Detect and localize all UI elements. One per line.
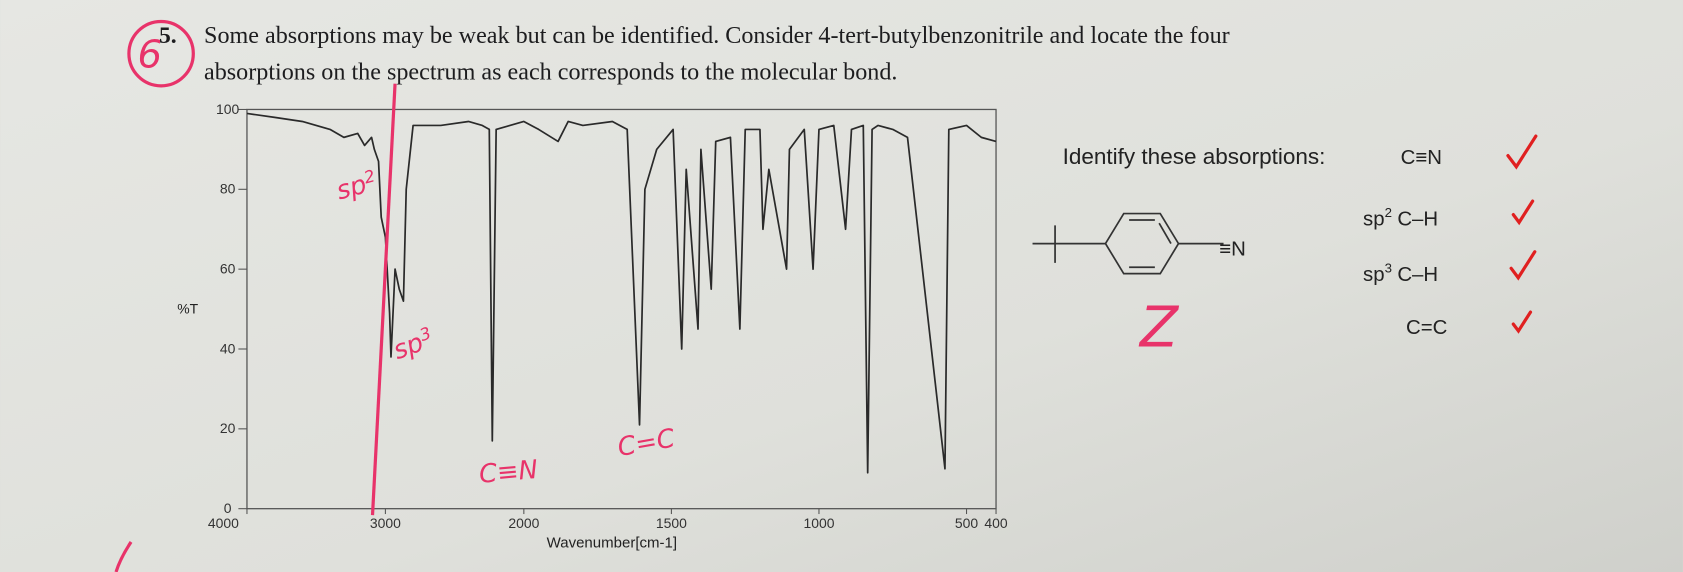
nitrile-label: ≡N <box>1219 238 1246 260</box>
x-tick-label: 500 <box>955 515 979 531</box>
hand-item-number: 6 <box>138 33 163 78</box>
x-tick-label: 4000 <box>208 515 239 531</box>
hand-line <box>370 83 397 516</box>
y-axis-label: %T <box>177 300 198 316</box>
absorption-item-label: C=C <box>1406 317 1447 339</box>
absorption-item: C=C <box>1406 317 1447 339</box>
plot-frame <box>246 108 997 510</box>
y-tick-label: 0 <box>224 500 232 516</box>
molecule <box>1032 212 1224 275</box>
absorption-item-label: C–H <box>1397 208 1438 230</box>
absorption-item: C≡N <box>1401 147 1442 169</box>
y-tick-label: 40 <box>220 340 236 356</box>
x-tick-label: 1500 <box>656 515 687 531</box>
x-tick-label: 2000 <box>508 515 539 531</box>
y-tick-label: 20 <box>220 420 236 436</box>
ir-spectrum: %T Wavenumber[cm-1] 0 20 40 60 80 100 4000 3000… <box>177 101 1008 552</box>
absorption-item: sp2 C–H <box>1363 205 1438 231</box>
absorption-item-base: sp <box>1363 208 1385 230</box>
x-tick-label: 3000 <box>370 515 401 531</box>
hand-note-label: C≡N <box>478 455 539 490</box>
x-axis-label: Wavenumber[cm-1] <box>547 534 677 551</box>
hand-stroke <box>114 541 133 572</box>
check-mark <box>1509 250 1537 281</box>
x-tick-label: 400 <box>984 515 1008 531</box>
question-line: absorptions on the spectrum as each corr… <box>204 58 897 85</box>
absorptions-prompt: Identify these absorptions: <box>1063 144 1326 169</box>
check-mark <box>1511 199 1535 226</box>
y-tick-label: 60 <box>220 260 236 276</box>
hand-note-sup: 2 <box>362 165 377 187</box>
check-mark <box>1506 134 1538 170</box>
question-line: Some absorptions may be weak but can be … <box>204 22 1230 49</box>
absorption-item: sp3 C–H <box>1363 261 1438 287</box>
absorption-item-base: sp <box>1363 264 1385 286</box>
absorption-item-sup: 3 <box>1385 261 1392 276</box>
absorption-item-label: C–H <box>1397 264 1438 286</box>
check-mark <box>1511 310 1533 334</box>
question-number: 5. <box>159 23 177 49</box>
absorption-item-sup: 2 <box>1385 205 1392 220</box>
y-tick-label: 100 <box>216 101 240 117</box>
hand-circle <box>127 19 195 88</box>
hand-note: sp2 <box>333 165 380 206</box>
absorption-item-label: C≡N <box>1401 147 1442 169</box>
hand-answer: Z <box>1138 296 1180 361</box>
x-tick-label: 1000 <box>803 515 834 531</box>
y-tick-label: 80 <box>220 181 236 197</box>
hand-note: C≡N <box>478 455 539 490</box>
